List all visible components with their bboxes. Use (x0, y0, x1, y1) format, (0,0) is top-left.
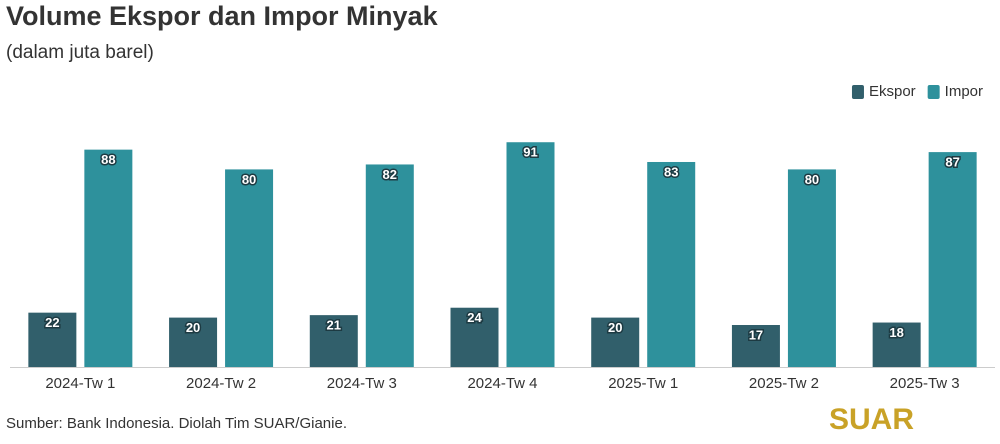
value-label: 80 (805, 172, 819, 187)
bar (591, 317, 640, 367)
value-label: 80 (242, 172, 256, 187)
value-label: 22 (45, 315, 59, 330)
bar (28, 312, 77, 367)
bar (647, 161, 696, 367)
bar (309, 315, 358, 367)
chart-subtitle: (dalam juta barel) (6, 42, 154, 63)
value-label: 83 (664, 164, 678, 179)
value-label: 91 (523, 145, 537, 160)
value-label: 82 (383, 167, 397, 182)
value-label: 87 (945, 155, 959, 170)
value-label: 18 (889, 325, 903, 340)
x-tick-label: 2025-Tw 1 (608, 375, 678, 392)
value-label: 24 (467, 310, 482, 325)
bar (731, 325, 780, 367)
bar (84, 149, 133, 367)
bar (450, 307, 499, 367)
x-tick-label: 2025-Tw 3 (890, 375, 960, 392)
bar (872, 322, 921, 367)
x-tick-label: 2024-Tw 3 (327, 375, 397, 392)
logo: SUAR (829, 403, 914, 436)
value-label: 88 (101, 152, 115, 167)
bar (928, 152, 977, 367)
x-tick-label: 2024-Tw 4 (467, 375, 537, 392)
legend-label: Impor (945, 83, 983, 100)
chart-title: Volume Ekspor dan Impor Minyak (6, 1, 439, 31)
bar (365, 164, 414, 367)
value-label: 20 (186, 320, 200, 335)
x-tick-label: 2025-Tw 2 (749, 375, 819, 392)
value-label: 20 (608, 320, 622, 335)
bar (169, 317, 218, 367)
value-label: 17 (749, 327, 763, 342)
x-tick-label: 2024-Tw 1 (45, 375, 115, 392)
bar (787, 169, 836, 367)
bar (225, 169, 274, 367)
legend-swatch (927, 85, 940, 99)
value-label: 21 (327, 318, 341, 333)
x-tick-label: 2024-Tw 2 (186, 375, 256, 392)
legend-swatch (851, 85, 864, 99)
legend-label: Ekspor (869, 83, 916, 100)
bar (506, 142, 555, 367)
source-note: Sumber: Bank Indonesia. Diolah Tim SUAR/… (6, 415, 347, 432)
